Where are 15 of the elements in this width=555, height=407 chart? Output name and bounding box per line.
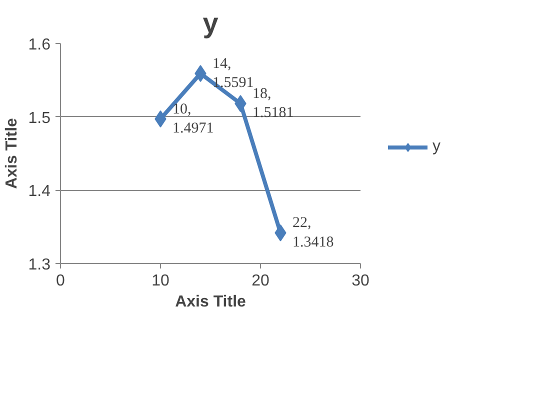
legend-label: y	[432, 138, 442, 156]
x-tick-label: 30	[352, 272, 370, 290]
data-label: 14, 1.5591	[212, 56, 254, 92]
y-tick-label: 1.3	[28, 256, 51, 274]
x-axis-title: Axis Title	[175, 294, 246, 310]
y-axis-title: Axis Title	[3, 118, 20, 189]
x-tick-label: 10	[152, 272, 170, 290]
x-tick-label: 0	[56, 272, 66, 290]
y-tick-label: 1.4	[28, 183, 51, 200]
chart-title: y	[202, 8, 219, 38]
y-tick-label: 1.6	[28, 36, 51, 54]
data-label: 22, 1.3418	[292, 215, 334, 250]
x-tick-label: 20	[252, 272, 270, 290]
y-tick-label: 1.5	[28, 110, 51, 127]
data-label: 10, 1.4971	[172, 101, 214, 137]
